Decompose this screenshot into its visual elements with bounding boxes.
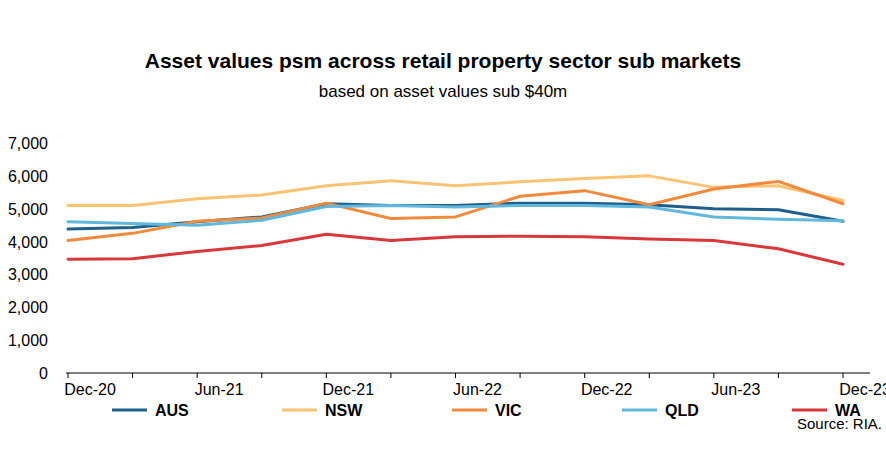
x-tick-label: Dec-20 <box>64 381 116 398</box>
x-tick <box>326 373 327 378</box>
source: Source: RIA. <box>797 415 882 432</box>
legend-swatch <box>622 409 657 412</box>
legend-swatch <box>282 409 317 412</box>
x-tick <box>132 373 133 378</box>
chart: Asset values psm across retail property … <box>0 0 886 463</box>
x-tick-label: Jun-23 <box>711 381 760 398</box>
x-tick <box>197 373 198 378</box>
legend-label: VIC <box>495 402 522 419</box>
series-line <box>68 176 843 206</box>
legend-label: QLD <box>665 402 699 419</box>
x-tick <box>455 373 456 378</box>
x-tick <box>649 373 650 378</box>
x-axis <box>66 373 870 374</box>
y-tick <box>62 241 66 242</box>
legend-swatch <box>792 409 827 412</box>
y-tick-label: 4,000 <box>8 234 48 251</box>
x-tick <box>68 373 69 378</box>
y-tick <box>62 208 66 209</box>
y-tick <box>62 340 66 341</box>
y-tick-label: 7,000 <box>8 135 48 152</box>
x-tick-label: Dec-22 <box>581 381 633 398</box>
y-tick <box>62 307 66 308</box>
y-tick-label: 0 <box>39 365 48 382</box>
y-tick-label: 2,000 <box>8 299 48 316</box>
x-tick <box>778 373 779 378</box>
series-line <box>68 181 843 240</box>
y-tick <box>62 373 66 374</box>
legend-label: NSW <box>325 402 363 419</box>
y-tick-label: 1,000 <box>8 332 48 349</box>
y-tick <box>62 143 66 144</box>
subtitle: based on asset values sub $40m <box>319 82 568 101</box>
series-line <box>68 205 843 225</box>
x-tick <box>520 373 521 378</box>
y-tick-label: 6,000 <box>8 168 48 185</box>
legend-swatch <box>452 409 487 412</box>
x-tick-label: Jun-22 <box>453 381 502 398</box>
y-tick <box>62 274 66 275</box>
x-tick <box>713 373 714 378</box>
y-tick-label: 5,000 <box>8 201 48 218</box>
x-tick <box>584 373 585 378</box>
x-tick-label: Dec-21 <box>323 381 375 398</box>
x-tick-label: Jun-21 <box>195 381 244 398</box>
series-line <box>68 234 843 264</box>
y-tick-label: 3,000 <box>8 266 48 283</box>
x-tick-label: Dec-23 <box>839 381 886 398</box>
x-tick <box>843 373 844 378</box>
y-tick <box>62 175 66 176</box>
legend-swatch <box>112 409 147 412</box>
x-tick <box>390 373 391 378</box>
plot-area <box>68 176 843 264</box>
title: Asset values psm across retail property … <box>145 49 741 72</box>
x-tick <box>261 373 262 378</box>
legend-label: AUS <box>155 402 189 419</box>
